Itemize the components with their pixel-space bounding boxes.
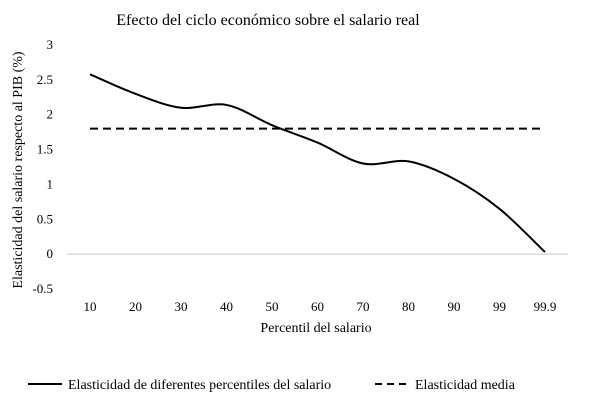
x-tick-label: 60 <box>311 299 324 314</box>
y-axis-label: Elasticidad del salario respecto al PIB … <box>11 51 26 288</box>
y-tick-label: 2 <box>47 107 54 122</box>
y-tick-label: -0.5 <box>32 281 53 296</box>
y-tick-label: 0 <box>47 246 54 261</box>
legend: Elasticidad de diferentes percentiles de… <box>28 378 516 393</box>
series-layer <box>89 73 546 253</box>
x-tick-label: 80 <box>402 299 415 314</box>
y-tick-labels: -0.5 0 0.5 1 1.5 2 2.5 3 <box>32 37 53 296</box>
x-tick-label: 99.9 <box>534 299 557 314</box>
x-axis-label: Percentil del salario <box>260 321 371 336</box>
y-tick-label: 3 <box>47 37 54 52</box>
x-tick-label: 20 <box>129 299 142 314</box>
x-tick-label: 50 <box>266 299 279 314</box>
legend-label: Elasticidad media <box>415 378 516 393</box>
y-tick-label: 1 <box>47 176 54 191</box>
legend-label: Elasticidad de diferentes percentiles de… <box>68 378 331 393</box>
chart-title: Efecto del ciclo económico sobre el sala… <box>116 12 420 29</box>
y-tick-label: 0.5 <box>37 211 53 226</box>
x-tick-label: 70 <box>357 299 370 314</box>
x-tick-label: 40 <box>220 299 233 314</box>
x-tick-label: 30 <box>175 299 188 314</box>
y-tick-label: 2.5 <box>37 72 53 87</box>
y-tick-label: 1.5 <box>37 142 53 157</box>
x-tick-label: 10 <box>84 299 97 314</box>
x-tick-label: 99 <box>493 299 506 314</box>
series-line-percentiles <box>89 73 546 253</box>
x-tick-label: 90 <box>448 299 461 314</box>
x-tick-labels: 10 20 30 40 50 60 70 80 90 99 99.9 <box>84 299 557 314</box>
